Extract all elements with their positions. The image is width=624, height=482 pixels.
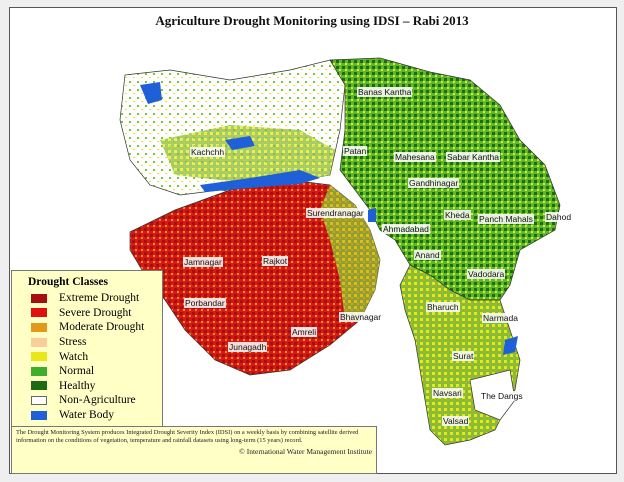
- district-label: Surat: [452, 351, 475, 361]
- region-saurashtra-east: [320, 185, 380, 320]
- district-label: Gandhinagar: [408, 178, 460, 188]
- legend-item: Water Body: [31, 408, 162, 423]
- map-title: Agriculture Drought Monitoring using IDS…: [155, 13, 469, 28]
- legend: Drought Classes Extreme Drought Severe Dr…: [11, 270, 163, 427]
- legend-swatch: [31, 337, 47, 347]
- district-label: The Dangs: [480, 391, 524, 401]
- district-label: Kheda: [444, 210, 471, 220]
- district-label: Amreli: [291, 327, 318, 337]
- legend-label: Severe Drought: [59, 306, 132, 319]
- district-label: Kachchh: [190, 147, 226, 157]
- district-label: Valsad: [442, 416, 470, 426]
- district-label: Dahod: [545, 212, 573, 222]
- legend-swatch: [31, 410, 47, 420]
- legend-item: Watch: [31, 349, 162, 364]
- water-body-gulf: [200, 170, 320, 192]
- district-label: Rajkot: [262, 256, 289, 266]
- district-label: Bharuch: [426, 302, 460, 312]
- legend-item: Severe Drought: [31, 306, 162, 321]
- legend-swatch: [31, 381, 47, 391]
- legend-swatch: [31, 366, 47, 376]
- legend-label: Healthy: [59, 379, 96, 392]
- legend-title: Drought Classes: [28, 276, 108, 288]
- water-body-sardar-sarovar: [503, 336, 518, 355]
- footer-note: The Drought Monitoring System produces I…: [11, 426, 377, 474]
- legend-item: Normal: [31, 364, 162, 379]
- district-label: Panch Mahals: [478, 214, 534, 224]
- legend-item: Extreme Drought: [31, 291, 162, 306]
- legend-swatch: [31, 308, 47, 318]
- district-label: Sabar Kantha: [446, 152, 500, 162]
- district-label: Junagadh: [228, 342, 268, 352]
- footer-description: The Drought Monitoring System produces I…: [16, 429, 359, 445]
- district-label: Vadodara: [467, 269, 506, 279]
- legend-swatch: [31, 322, 47, 332]
- district-label: Bhavnagar: [339, 312, 383, 322]
- legend-item: Non-Agriculture: [31, 393, 162, 408]
- water-body-nal-sarovar: [368, 208, 376, 222]
- legend-label: Extreme Drought: [59, 292, 140, 305]
- district-label: Patan: [343, 146, 368, 156]
- footer-credit: © International Water Management Institu…: [239, 446, 372, 456]
- district-label: Banas Kantha: [357, 87, 413, 97]
- legend-label: Non-Agriculture: [59, 394, 136, 407]
- legend-swatch: [31, 395, 47, 405]
- district-label: Ahmadabad: [382, 224, 430, 234]
- legend-label: Watch: [59, 350, 89, 363]
- legend-label: Water Body: [59, 409, 114, 422]
- legend-label: Moderate Drought: [59, 321, 145, 334]
- water-body-little-rann: [140, 82, 162, 104]
- district-label: Jamnagar: [183, 257, 223, 267]
- legend-swatch: [31, 352, 47, 362]
- legend-label: Stress: [59, 336, 87, 349]
- legend-swatch: [31, 293, 47, 303]
- region-kachchh-south-belt: [160, 125, 335, 185]
- district-label: Narmada: [482, 313, 519, 323]
- district-label: Anand: [414, 250, 441, 260]
- water-body-rann-east: [225, 136, 255, 150]
- legend-item: Moderate Drought: [31, 320, 162, 335]
- district-label: Surendranagar: [306, 208, 365, 218]
- district-label: Porbandar: [184, 298, 226, 308]
- legend-item: Stress: [31, 335, 162, 350]
- district-label: Navsari: [432, 388, 463, 398]
- legend-item: Healthy: [31, 379, 162, 394]
- district-label: Mahesana: [394, 152, 436, 162]
- legend-label: Normal: [59, 365, 95, 378]
